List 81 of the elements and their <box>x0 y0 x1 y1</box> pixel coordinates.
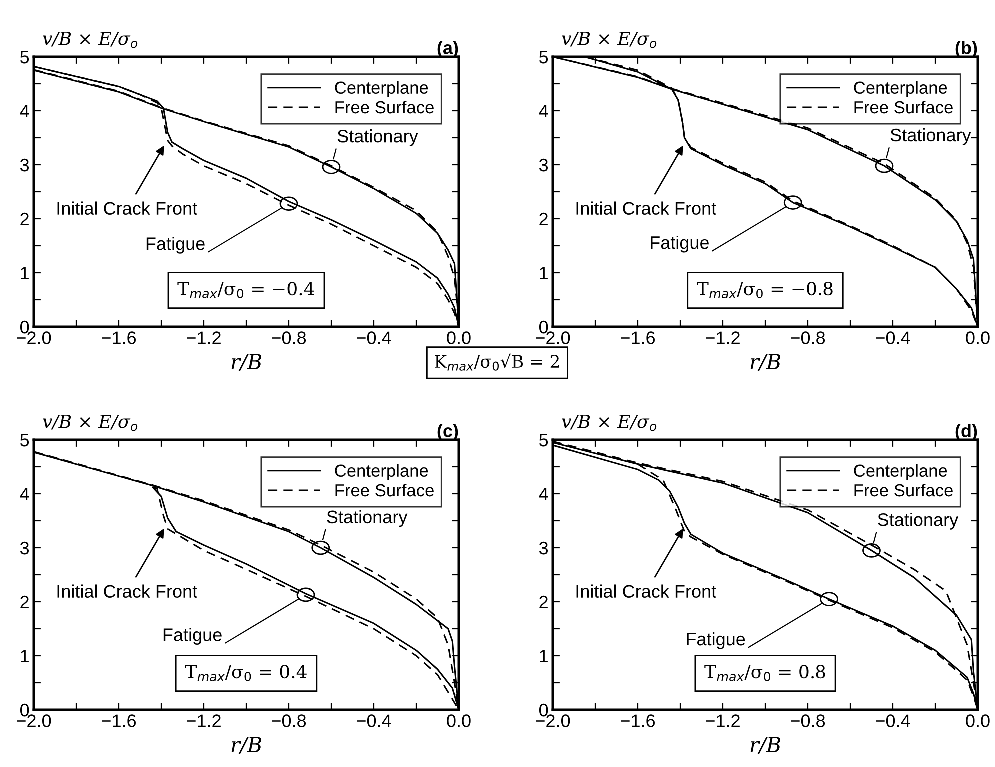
legend-label: Free Surface <box>854 100 953 114</box>
x-axis-title: r/B <box>750 354 780 372</box>
y-tick-label: 5 <box>20 434 30 447</box>
annotation: T$_{max}$/σ$_{0}$ = 0.8 <box>704 664 826 682</box>
annotation: Initial Crack Front <box>576 584 716 598</box>
y-tick-label: 0 <box>540 704 548 717</box>
text: K$_{max}$/σ$_{0}$√B = 2 <box>435 354 560 371</box>
x-tick-label: −2.0 <box>17 714 52 728</box>
annotation: Fatigue <box>146 237 205 254</box>
x-tick-label: −1.6 <box>102 332 136 344</box>
y-tick-label: 5 <box>540 434 548 447</box>
y-tick-label: 2 <box>20 212 29 226</box>
y-tick-label: 3 <box>20 542 30 555</box>
y-tick-label: 3 <box>20 158 30 172</box>
y-tick-label: 5 <box>20 51 30 64</box>
y-tick-label: 4 <box>539 488 548 501</box>
legend-label: Free Surface <box>336 484 434 497</box>
annotation: Initial Crack Front <box>576 202 716 215</box>
x-tick-label: −2.0 <box>536 714 570 728</box>
legend-label: Centerplane <box>854 464 948 480</box>
x-tick-label: −1.2 <box>187 332 221 344</box>
y-axis-title: v/B × E/σ$_{o}$ <box>43 32 138 48</box>
y-tick-label: 4 <box>539 105 548 118</box>
annotation: T$_{max}$/σ$_{0}$ = −0.4 <box>178 282 314 299</box>
y-tick-label: 2 <box>20 596 29 609</box>
y-tick-label: 0 <box>20 704 30 717</box>
y-tick-label: 5 <box>540 51 548 64</box>
x-tick-label: −1.2 <box>706 714 740 728</box>
y-axis-title: v/B × E/σ$_{o}$ <box>43 414 138 432</box>
y-tick-label: 2 <box>540 596 548 609</box>
x-tick-label: −0.8 <box>791 332 826 344</box>
y-tick-label: 1 <box>21 650 29 663</box>
annotation: Stationary <box>327 510 408 528</box>
x-tick-label: −1.2 <box>706 332 740 344</box>
y-tick-label: 1 <box>540 267 548 280</box>
legend-label: Free Surface <box>854 484 953 497</box>
x-tick-label: −0.8 <box>791 714 826 728</box>
x-tick-label: −1.6 <box>621 332 656 344</box>
x-tick-label: −1.2 <box>187 714 221 728</box>
x-tick-label: 0.0 <box>966 714 990 728</box>
x-tick-label: 0.0 <box>966 332 990 344</box>
x-tick-label: 0.0 <box>447 332 471 344</box>
y-axis-title: v/B × E/σ$_{o}$ <box>562 32 657 48</box>
x-axis-title: r/B <box>750 737 780 754</box>
y-tick-label: 0 <box>20 320 30 334</box>
x-tick-label: −2.0 <box>17 332 52 344</box>
x-axis-title: r/B <box>232 354 262 372</box>
annotation: T$_{max}$/σ$_{0}$ = −0.8 <box>697 282 833 299</box>
y-tick-label: 2 <box>540 212 548 226</box>
x-tick-label: 0.0 <box>447 714 471 728</box>
annotation: Stationary <box>890 128 972 146</box>
x-tick-label: −1.6 <box>102 714 136 728</box>
annotation: Fatigue <box>651 236 709 253</box>
annotation: T$_{max}$/σ$_{0}$ = 0.4 <box>185 664 307 682</box>
x-tick-label: −1.6 <box>621 714 656 728</box>
y-tick-label: 0 <box>540 320 548 334</box>
legend-label: Centerplane <box>335 464 428 480</box>
legend-label: Centerplane <box>335 81 428 98</box>
y-tick-label: 4 <box>20 488 30 501</box>
x-tick-label: −2.0 <box>536 332 570 344</box>
annotation: Fatigue <box>164 628 222 645</box>
x-tick-label: −0.4 <box>876 714 910 728</box>
y-tick-label: 1 <box>540 650 548 663</box>
y-tick-label: 4 <box>20 105 30 118</box>
y-tick-label: 1 <box>21 267 29 280</box>
annotation: Initial Crack Front <box>58 202 198 215</box>
x-tick-label: −0.8 <box>272 332 306 344</box>
x-tick-label: −0.4 <box>876 332 910 344</box>
y-tick-label: 3 <box>539 158 548 172</box>
x-tick-label: −0.8 <box>272 714 306 728</box>
annotation: Stationary <box>878 513 959 530</box>
x-tick-label: −0.4 <box>357 714 392 728</box>
y-axis-title: v/B × E/σ$_{o}$ <box>562 414 657 432</box>
x-tick-label: −0.4 <box>357 332 392 344</box>
annotation: Fatigue <box>687 632 746 650</box>
annotation: Initial Crack Front <box>58 584 198 598</box>
x-axis-title: r/B <box>232 737 262 754</box>
y-tick-label: 3 <box>539 542 548 555</box>
legend-label: Centerplane <box>854 81 948 98</box>
legend-label: Free Surface <box>336 100 434 114</box>
annotation: Stationary <box>338 129 418 146</box>
